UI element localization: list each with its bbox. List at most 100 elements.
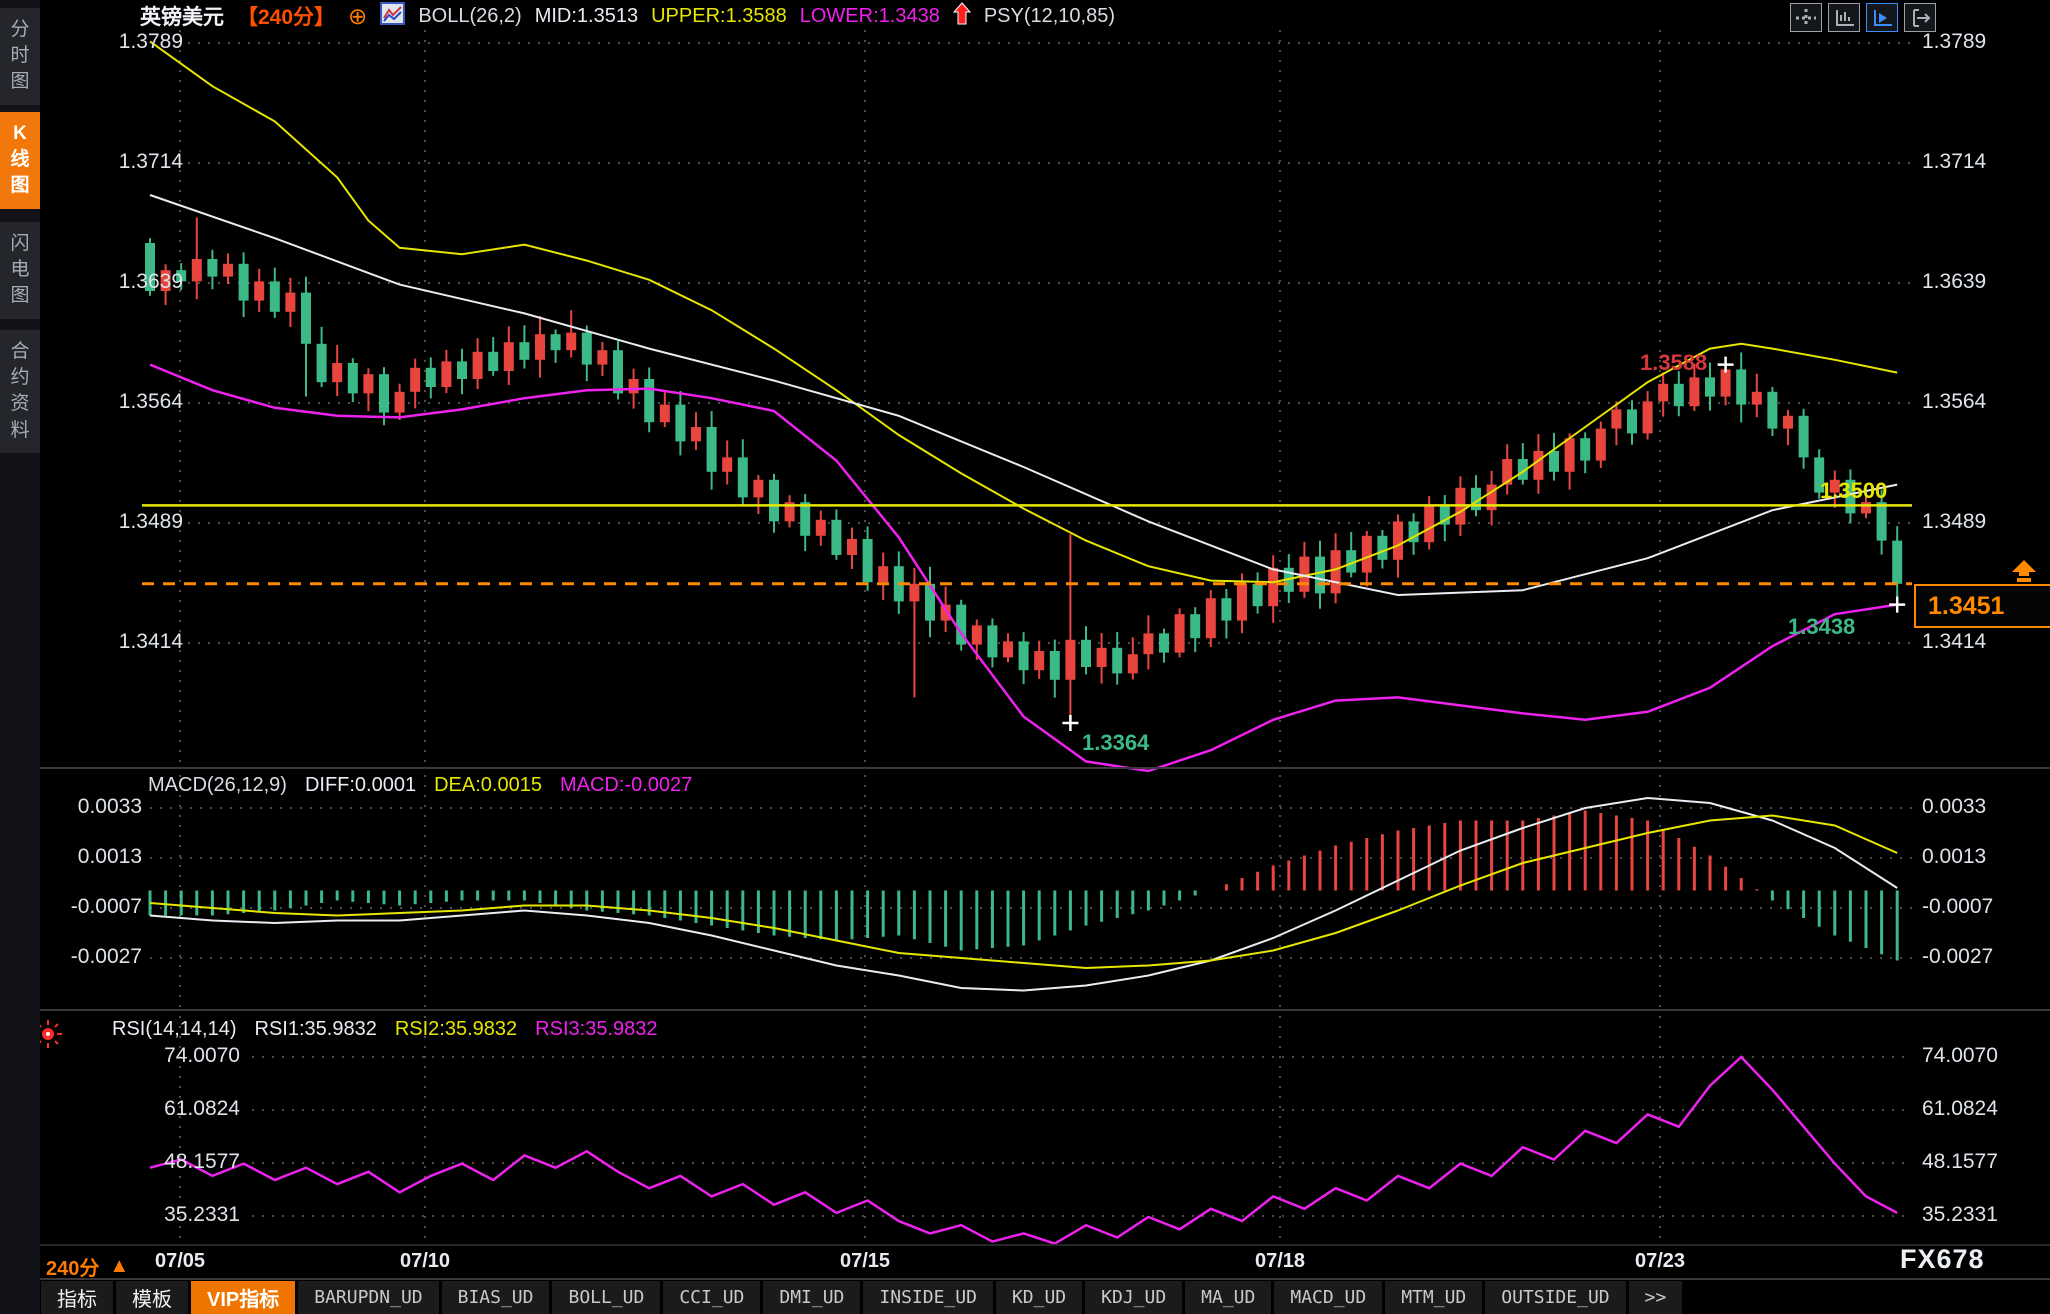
x-axis-date: 07/18 [1254, 1250, 1306, 1272]
macd-y-tick: -0.0007 [70, 895, 142, 918]
rsi3-value: RSI3:35.9832 [535, 1018, 658, 1040]
boll-params-label: BOLL(26,2) [418, 4, 522, 27]
macd-y-tick-right: -0.0027 [1922, 945, 1994, 968]
macd-y-tick: 0.0013 [77, 845, 142, 868]
macd-y-tick: 0.0033 [77, 795, 142, 818]
tab-mtm-ud[interactable]: MTM_UD [1385, 1281, 1483, 1314]
macd-title: MACD(26,12,9) [148, 774, 287, 796]
main-y-tick-right: 1.3489 [1922, 510, 1987, 533]
panel-separator [40, 767, 2050, 769]
sidebar: 分时图 K线图 闪电图 合约资料 [0, 0, 40, 1314]
x-axis-date: 07/05 [154, 1250, 206, 1272]
sidebar-item-label: 分时图 [10, 19, 30, 93]
macd-y-tick: -0.0027 [70, 945, 142, 968]
tab-barupdn-ud[interactable]: BARUPDN_UD [298, 1281, 439, 1314]
sidebar-item-kline-chart[interactable]: K线图 [0, 112, 40, 209]
brand-watermark: FX678 [1900, 1244, 1985, 1274]
tab-dmi-ud[interactable]: DMI_UD [763, 1281, 861, 1314]
boll-mid-value: MID:1.3513 [534, 4, 639, 27]
main-y-tick: 1.3789 [118, 30, 183, 53]
red-up-arrow-icon [952, 2, 971, 30]
rsi-y-tick-right: 61.0824 [1922, 1097, 1998, 1120]
period-label: 240分 [46, 1258, 100, 1280]
macd-y-tick-right: 0.0033 [1922, 795, 1987, 818]
main-y-tick: 1.3414 [118, 630, 183, 653]
main-y-tick-right: 1.3564 [1922, 390, 1987, 413]
pan-crosshair-icon[interactable] [1790, 3, 1822, 32]
tab-cci-ud[interactable]: CCI_UD [663, 1281, 761, 1314]
panel-separator [40, 1009, 2050, 1011]
rsi-y-tick: 74.0070 [164, 1044, 240, 1067]
sidebar-item-label: 合约资料 [10, 341, 30, 441]
main-y-tick-right: 1.3639 [1922, 270, 1987, 293]
main-y-tick: 1.3714 [118, 150, 183, 173]
pane-exit-icon[interactable] [1904, 3, 1936, 32]
main-y-tick-right: 1.3714 [1922, 150, 1987, 173]
sidebar-item-time-chart[interactable]: 分时图 [0, 8, 40, 105]
circle-plus-icon[interactable]: ⊕ [348, 3, 368, 29]
rsi1-value: RSI1:35.9832 [254, 1018, 377, 1040]
macd-header: MACD(26,12,9) DIFF:0.0001 DEA:0.0015 MAC… [148, 774, 692, 797]
macd-diff-value: DIFF:0.0001 [304, 774, 417, 796]
price-up-arrow-icon [2010, 560, 2038, 589]
sidebar-item-contract-info[interactable]: 合约资料 [0, 330, 40, 453]
rsi-title: RSI(14,14,14) [112, 1018, 237, 1040]
chart-header: 英镑美元 【240分】 ⊕ BOLL(26,2) MID:1.3513 UPPE… [140, 2, 1115, 30]
x-axis-date: 07/10 [399, 1250, 451, 1272]
macd-dea-value: DEA:0.0015 [434, 774, 542, 796]
tab-indicators[interactable]: 指标 [41, 1281, 113, 1314]
panel-separator [40, 1278, 2050, 1280]
macd-macd-value: MACD:-0.0027 [559, 774, 693, 796]
tab-macd-ud[interactable]: MACD_UD [1274, 1281, 1383, 1314]
macd-y-tick-right: 0.0013 [1922, 845, 1987, 868]
tab-boll-ud[interactable]: BOLL_UD [552, 1281, 661, 1314]
low-price-label: 1.3364 [1082, 730, 1150, 755]
tab-kd-ud[interactable]: KD_UD [995, 1281, 1083, 1314]
mini-chart-icon[interactable] [380, 2, 406, 30]
boll-upper-value: UPPER:1.3588 [651, 4, 787, 27]
tab-outside-ud[interactable]: OUTSIDE_UD [1485, 1281, 1626, 1314]
rsi-y-tick-right: 74.0070 [1922, 1044, 1998, 1067]
main-y-tick: 1.3639 [118, 270, 183, 293]
rsi-y-tick-right: 48.1577 [1922, 1150, 1998, 1173]
main-y-tick: 1.3489 [118, 510, 183, 533]
tab-inside-ud[interactable]: INSIDE_UD [863, 1281, 993, 1314]
tab-more[interactable]: >> [1628, 1281, 1683, 1314]
tab-kdj-ud[interactable]: KDJ_UD [1085, 1281, 1183, 1314]
sidebar-item-label: K线图 [10, 123, 30, 197]
last-price-box: 1.3451 [1914, 584, 2050, 628]
indicator-tabbar: 指标 模板 VIP指标 BARUPDN_UD BIAS_UD BOLL_UD C… [41, 1281, 1683, 1314]
axis-scale-icon[interactable] [1828, 3, 1860, 32]
tab-vip-indicators[interactable]: VIP指标 [191, 1281, 296, 1314]
sidebar-item-flash-chart[interactable]: 闪电图 [0, 222, 40, 319]
sidebar-item-label: 闪电图 [10, 233, 30, 307]
band-low-label: 1.3438 [1788, 614, 1856, 639]
psy-params-label: PSY(12,10,85) [983, 4, 1116, 27]
main-y-tick-right: 1.3789 [1922, 30, 1987, 53]
main-y-tick-right: 1.3414 [1922, 630, 1987, 653]
period-badge[interactable]: 【240分】 [237, 6, 336, 29]
triangle-up-icon: ▲ [109, 1255, 130, 1277]
rsi-y-tick: 35.2331 [164, 1203, 240, 1226]
tab-ma-ud[interactable]: MA_UD [1185, 1281, 1272, 1314]
tab-templates[interactable]: 模板 [116, 1281, 188, 1314]
period-selector[interactable]: 240分 ▲ [46, 1252, 129, 1281]
rsi-y-tick: 48.1577 [164, 1150, 240, 1173]
symbol-name: 英镑美元 [140, 6, 224, 29]
chart-toolbar [1790, 3, 1936, 32]
x-axis-date: 07/23 [1634, 1250, 1686, 1272]
hline-price-label: 1.3500 [1820, 478, 1888, 503]
rsi-header: RSI(14,14,14) RSI1:35.9832 RSI2:35.9832 … [112, 1018, 658, 1041]
tab-bias-ud[interactable]: BIAS_UD [441, 1281, 550, 1314]
panel-separator [40, 1244, 2050, 1246]
rsi-y-tick-right: 35.2331 [1922, 1203, 1998, 1226]
rsi-y-tick: 61.0824 [164, 1097, 240, 1120]
main-y-tick: 1.3564 [118, 390, 183, 413]
axis-play-icon[interactable] [1866, 3, 1898, 32]
macd-y-tick-right: -0.0007 [1922, 895, 1994, 918]
boll-lower-value: LOWER:1.3438 [799, 4, 940, 27]
rsi2-value: RSI2:35.9832 [394, 1018, 518, 1040]
x-axis-date: 07/15 [839, 1250, 891, 1272]
